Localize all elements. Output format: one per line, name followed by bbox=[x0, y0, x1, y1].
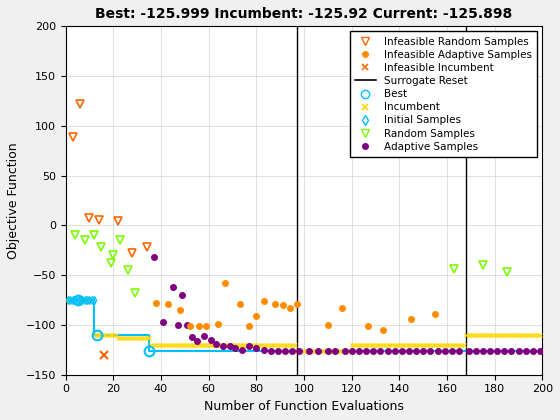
Legend: Infeasible Random Samples, Infeasible Adaptive Samples, Infeasible Incumbent, Su: Infeasible Random Samples, Infeasible Ad… bbox=[349, 32, 537, 157]
X-axis label: Number of Function Evaluations: Number of Function Evaluations bbox=[204, 400, 404, 413]
Title: Best: -125.999 Incumbent: -125.92 Current: -125.898: Best: -125.999 Incumbent: -125.92 Curren… bbox=[95, 7, 512, 21]
Y-axis label: Objective Function: Objective Function bbox=[7, 142, 20, 259]
